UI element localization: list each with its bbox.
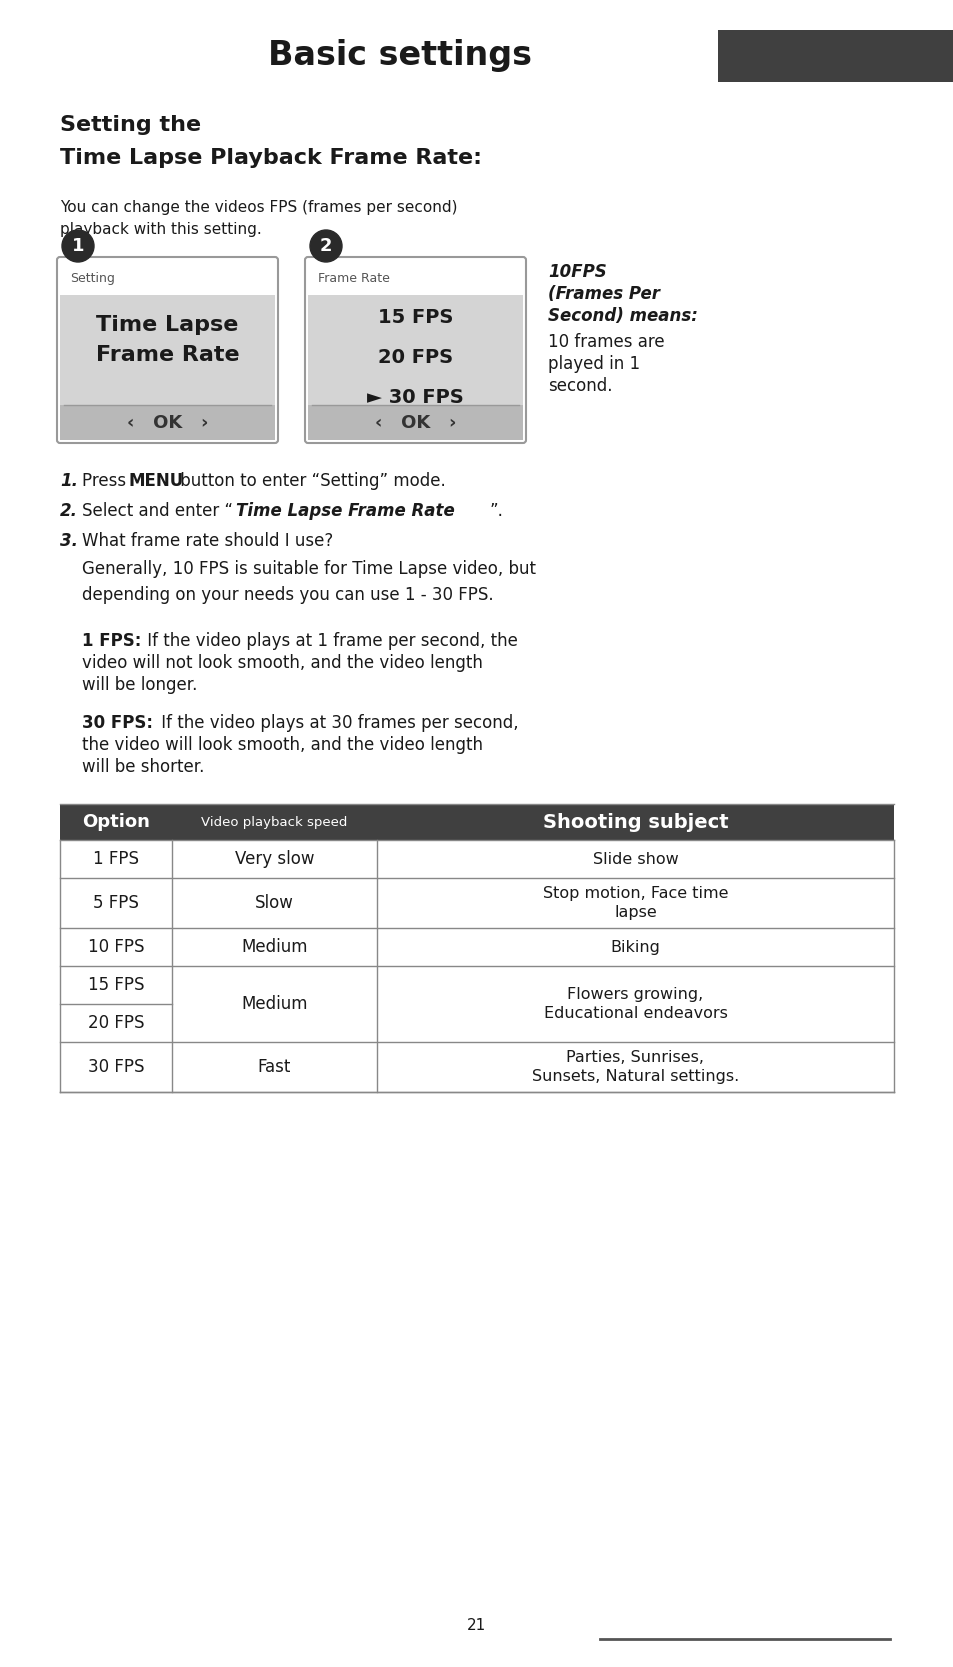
Text: If the video plays at 30 frames per second,: If the video plays at 30 frames per seco… [156,713,518,732]
Circle shape [310,230,341,262]
Text: Flowers growing,
Educational endeavors: Flowers growing, Educational endeavors [543,987,727,1022]
Text: Time Lapse Playback Frame Rate:: Time Lapse Playback Frame Rate: [60,148,481,168]
Text: Generally, 10 FPS is suitable for Time Lapse video, but
depending on your needs : Generally, 10 FPS is suitable for Time L… [82,560,536,603]
Text: Time Lapse Frame Rate: Time Lapse Frame Rate [235,502,455,520]
Text: You can change the videos FPS (frames per second)
playback with this setting.: You can change the videos FPS (frames pe… [60,200,457,237]
Text: Fast: Fast [257,1059,291,1075]
Bar [308,405,522,440]
Text: Medium: Medium [241,939,308,955]
Text: Option: Option [82,813,150,832]
Bar [308,295,522,440]
Text: Shooting subject: Shooting subject [542,812,727,832]
Text: 10FPS: 10FPS [547,263,606,282]
Text: will be longer.: will be longer. [82,677,197,693]
Text: ‹   OK   ›: ‹ OK › [127,413,208,432]
Text: Biking: Biking [610,940,659,955]
Text: button to enter “Setting” mode.: button to enter “Setting” mode. [174,472,445,490]
Text: 1 FPS: 1 FPS [92,850,139,869]
Text: 5 FPS: 5 FPS [93,894,139,912]
Bar [60,803,893,840]
Text: 30 FPS:: 30 FPS: [82,713,152,732]
Text: 30 FPS: 30 FPS [88,1059,144,1075]
Text: Video playback speed: Video playback speed [201,815,347,828]
Bar [60,405,274,440]
Text: 15 FPS: 15 FPS [88,975,144,994]
Text: 20 FPS: 20 FPS [377,348,453,367]
Text: 1: 1 [71,237,84,255]
Bar [60,295,274,440]
Text: Basic settings: Basic settings [268,38,532,72]
Text: (Frames Per: (Frames Per [547,285,659,303]
Bar [60,929,893,965]
Text: ► 30 FPS: ► 30 FPS [367,388,463,407]
Text: 3.: 3. [60,532,78,550]
Text: 10 frames are: 10 frames are [547,333,664,352]
Text: Medium: Medium [241,995,308,1014]
Text: Frame Rate: Frame Rate [95,345,239,365]
Bar [60,879,893,929]
Text: Slide show: Slide show [592,852,678,867]
Text: 2: 2 [319,237,332,255]
Text: MENU: MENU [128,472,183,490]
Text: ”.: ”. [490,502,503,520]
Text: Very slow: Very slow [234,850,314,869]
Bar [718,30,953,82]
Text: 2.: 2. [60,502,78,520]
Text: What frame rate should I use?: What frame rate should I use? [82,532,333,550]
Text: 1 FPS:: 1 FPS: [82,632,141,650]
Text: 10 FPS: 10 FPS [88,939,144,955]
Text: 21: 21 [467,1617,486,1632]
Text: second.: second. [547,377,612,395]
Text: Press: Press [82,472,132,490]
Text: played in 1: played in 1 [547,355,639,373]
Bar [60,965,893,1004]
Text: Time Lapse: Time Lapse [96,315,238,335]
Text: 15 FPS: 15 FPS [377,308,453,327]
Text: Setting the: Setting the [60,115,201,135]
Text: Stop motion, Face time
lapse: Stop motion, Face time lapse [542,885,727,920]
Bar [60,840,893,879]
Text: 20 FPS: 20 FPS [88,1014,144,1032]
Text: Frame Rate: Frame Rate [317,272,390,285]
Text: will be shorter.: will be shorter. [82,758,204,777]
Circle shape [62,230,94,262]
Text: 1.: 1. [60,472,78,490]
Text: Parties, Sunrises,
Sunsets, Natural settings.: Parties, Sunrises, Sunsets, Natural sett… [532,1050,739,1085]
Text: If the video plays at 1 frame per second, the: If the video plays at 1 frame per second… [142,632,517,650]
Text: ‹   OK   ›: ‹ OK › [375,413,456,432]
Bar [60,1004,893,1042]
Text: Select and enter “: Select and enter “ [82,502,233,520]
Text: video will not look smooth, and the video length: video will not look smooth, and the vide… [82,653,482,672]
Text: Setting: Setting [70,272,114,285]
Bar [60,1042,893,1092]
Text: the video will look smooth, and the video length: the video will look smooth, and the vide… [82,737,482,753]
Text: Slow: Slow [254,894,294,912]
Text: Second) means:: Second) means: [547,307,698,325]
